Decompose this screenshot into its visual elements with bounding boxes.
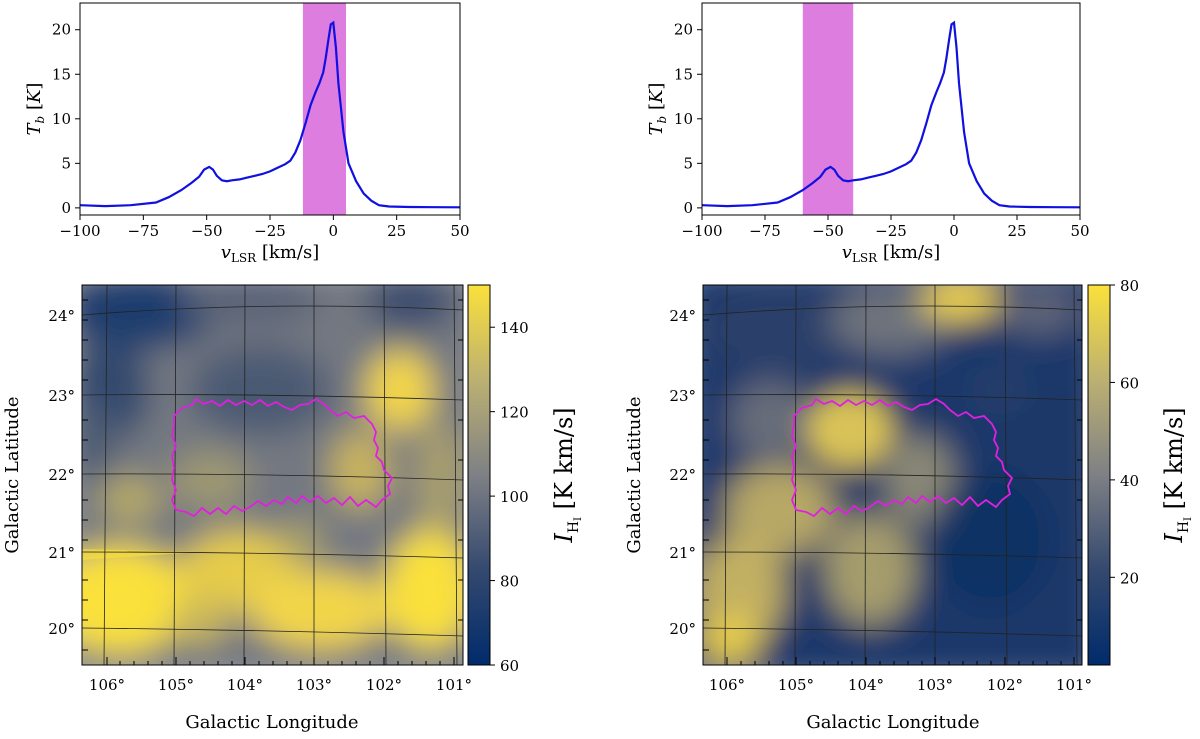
- y-tick-label: 5: [61, 154, 71, 172]
- x-ticks-left: −100 −75 −50 −25 0 25 50: [59, 215, 470, 240]
- longitude-tick-label: 103°: [296, 676, 332, 694]
- spectrum-line-right: [701, 20, 1081, 209]
- latitude-tick-label: 22°: [669, 466, 696, 484]
- latitude-tick-label: 24°: [669, 307, 696, 325]
- y-tick-label: 0: [683, 199, 693, 217]
- coordinate-grid-left: [81, 284, 464, 666]
- latitude-tick-label: 20°: [669, 620, 696, 638]
- x-tick-label: −50: [191, 222, 223, 240]
- y-tick-label: 0: [61, 199, 71, 217]
- map-panel-left: 106° 105° 104° 103° 102° 101° 20° 21° 22° 23° 24°…: [2, 284, 472, 733]
- y-axis-label-right: Tb [K]: [646, 83, 669, 136]
- x-ticks-right: −100 −75 −50 −25 0 25 50: [681, 215, 1090, 240]
- longitude-labels-left: 106° 105° 104° 103° 102° 101°: [89, 676, 472, 694]
- x-tick-label: 25: [1007, 222, 1026, 240]
- y-tick-label: 20: [52, 21, 71, 39]
- x-tick-label: 0: [329, 222, 339, 240]
- region-outline-right: [791, 397, 1014, 518]
- spectrum-line-left: [79, 20, 461, 209]
- y-ticks-left: 0 5 10 15 20: [52, 21, 80, 217]
- map-x-label-left: Galactic Longitude: [185, 712, 358, 733]
- latitude-tick-label: 23°: [669, 387, 696, 405]
- latitude-tick-label: 21°: [669, 544, 696, 562]
- latitude-labels-left: 20° 21° 22° 23° 24°: [48, 307, 75, 638]
- latitude-tick-label: 23°: [48, 387, 75, 405]
- axes-frame-left: [79, 2, 461, 216]
- colorbar-label-right: IHI [K km/s]: [1160, 407, 1194, 543]
- latitude-labels-right: 20° 21° 22° 23° 24°: [669, 307, 696, 638]
- y-tick-label: 15: [52, 65, 71, 83]
- y-tick-label: 5: [683, 154, 693, 172]
- colorbar-tick-label: 60: [500, 657, 519, 675]
- x-axis-label-right: vLSR [km/s]: [842, 242, 940, 265]
- colorbar-tick-label: 140: [500, 319, 529, 337]
- longitude-tick-label: 104°: [227, 676, 263, 694]
- colorbar-tick-label: 20: [1120, 569, 1139, 587]
- x-tick-label: −100: [59, 222, 100, 240]
- x-tick-label: −75: [749, 222, 781, 240]
- longitude-tick-label: 105°: [158, 676, 194, 694]
- velocity-band-right: [802, 3, 854, 215]
- x-axis-label-left: vLSR [km/s]: [221, 242, 319, 265]
- colorbar-tick-label: 40: [1120, 472, 1139, 490]
- axes-frame-right: [701, 2, 1081, 216]
- longitude-tick-label: 104°: [848, 676, 884, 694]
- colorbar-ticks-left: 60 80 100 120 140: [490, 319, 529, 675]
- longitude-tick-label: 102°: [987, 676, 1023, 694]
- colorbar-tick-label: 80: [500, 573, 519, 591]
- x-tick-label: −25: [254, 222, 286, 240]
- colorbar-left: 60 80 100 120 140 IHI [K km/s]: [467, 284, 584, 675]
- y-tick-label: 20: [674, 21, 693, 39]
- x-tick-label: −75: [128, 222, 160, 240]
- x-tick-label: −100: [681, 222, 722, 240]
- colorbar-right: 20 40 60 80 IHI [K km/s]: [1087, 277, 1194, 666]
- y-tick-label: 15: [674, 65, 693, 83]
- longitude-tick-label: 105°: [778, 676, 814, 694]
- colorbar-gradient-left: [467, 284, 491, 666]
- map-x-label-right: Galactic Longitude: [806, 712, 979, 733]
- colorbar-gradient-right: [1087, 284, 1111, 666]
- longitude-tick-label: 101°: [1056, 676, 1092, 694]
- longitude-tick-label: 101°: [436, 676, 472, 694]
- y-ticks-right: 0 5 10 15 20: [674, 21, 702, 217]
- colorbar-tick-label: 100: [500, 488, 529, 506]
- coordinate-grid-right: [702, 284, 1083, 666]
- x-tick-label: −25: [875, 222, 907, 240]
- latitude-tick-label: 21°: [48, 544, 75, 562]
- latitude-tick-label: 22°: [48, 466, 75, 484]
- y-tick-label: 10: [52, 110, 71, 128]
- longitude-tick-label: 103°: [917, 676, 953, 694]
- colorbar-label-left: IHI [K km/s]: [550, 407, 584, 543]
- x-tick-label: 50: [1070, 222, 1089, 240]
- map-panel-right: 106° 105° 104° 103° 102° 101° 20° 21° 22° 23° 24°…: [624, 284, 1092, 733]
- x-tick-label: 25: [387, 222, 406, 240]
- map-y-label-right: Galactic Latitude: [624, 396, 645, 553]
- y-tick-label: 10: [674, 110, 693, 128]
- region-outline-left: [171, 397, 394, 518]
- map-ticks-left: [82, 299, 463, 665]
- x-tick-label: 0: [949, 222, 959, 240]
- longitude-tick-label: 102°: [366, 676, 402, 694]
- colorbar-tick-label: 60: [1120, 374, 1139, 392]
- heatmap-right: [703, 285, 1082, 665]
- latitude-tick-label: 24°: [48, 307, 75, 325]
- x-tick-label: 50: [450, 222, 469, 240]
- latitude-tick-label: 20°: [48, 620, 75, 638]
- y-axis-label-left: Tb [K]: [24, 83, 47, 136]
- longitude-labels-right: 106° 105° 104° 103° 102° 101°: [709, 676, 1092, 694]
- colorbar-ticks-right: 20 40 60 80: [1110, 277, 1139, 587]
- map-frame-right: [702, 284, 1083, 666]
- longitude-tick-label: 106°: [709, 676, 745, 694]
- longitude-tick-label: 106°: [89, 676, 125, 694]
- colorbar-tick-label: 80: [1120, 277, 1139, 295]
- x-tick-label: −50: [812, 222, 844, 240]
- map-y-label-left: Galactic Latitude: [2, 396, 23, 553]
- colorbar-tick-label: 120: [500, 404, 529, 422]
- map-ticks-right: [703, 299, 1082, 665]
